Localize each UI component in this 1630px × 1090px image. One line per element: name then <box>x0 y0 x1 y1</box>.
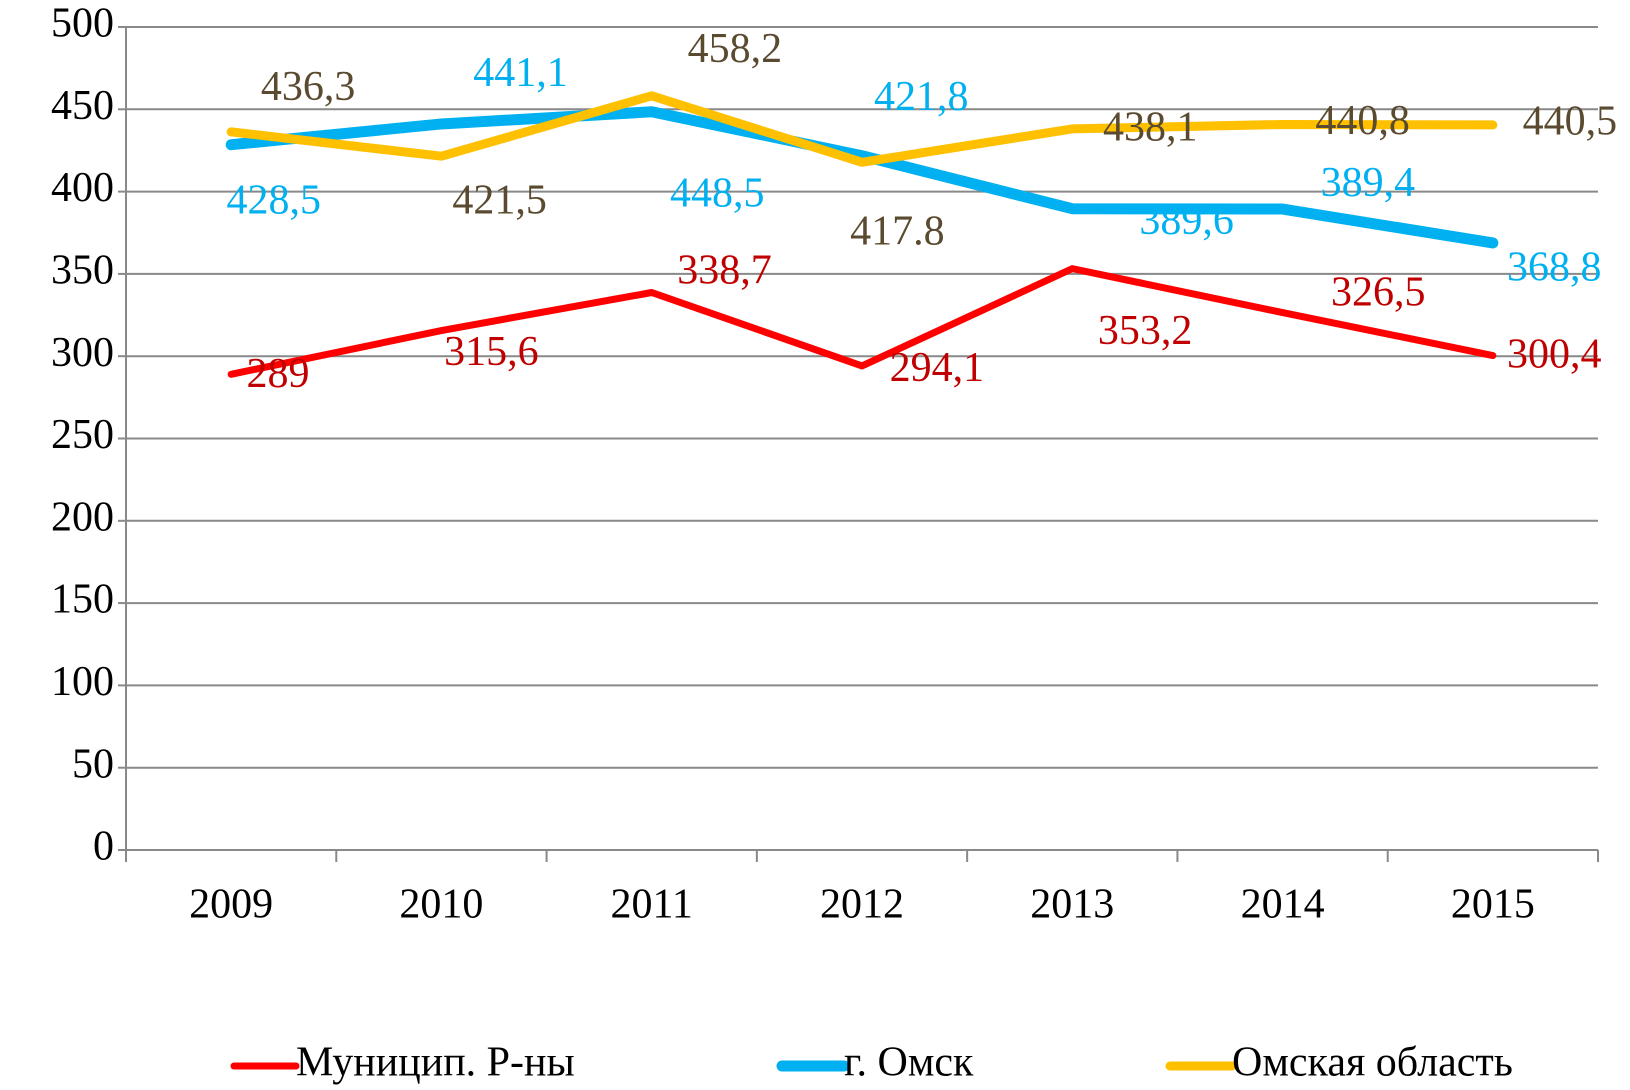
x-tick-label: 2014 <box>1241 882 1325 928</box>
data-label: 315,6 <box>444 329 539 375</box>
data-label: 428,5 <box>227 178 322 224</box>
y-tick-label: 200 <box>51 494 114 540</box>
y-tick-label: 400 <box>51 165 114 211</box>
legend-label: Омская область <box>1232 1040 1513 1086</box>
data-label: 338,7 <box>677 247 772 293</box>
y-tick-label: 100 <box>51 659 114 705</box>
y-tick-label: 150 <box>51 577 114 623</box>
series-line <box>227 265 1497 378</box>
data-label: 436,3 <box>261 64 356 110</box>
data-label: 421,8 <box>874 74 969 120</box>
data-label: 421,5 <box>452 178 547 224</box>
data-label: 441,1 <box>473 50 568 96</box>
series-line <box>225 106 1499 249</box>
y-tick-label: 300 <box>51 330 114 376</box>
data-label: 326,5 <box>1331 270 1426 316</box>
y-tick-label: 500 <box>51 1 114 47</box>
data-label: 368,8 <box>1507 245 1602 291</box>
x-tick-label: 2012 <box>820 882 904 928</box>
data-label: 438,1 <box>1103 105 1198 151</box>
data-label: 440,5 <box>1523 99 1618 145</box>
x-tick-label: 2010 <box>399 882 483 928</box>
data-label: 440,8 <box>1315 98 1410 144</box>
data-label: 448,5 <box>670 171 765 217</box>
y-tick-label: 250 <box>51 412 114 458</box>
x-tick-label: 2015 <box>1451 882 1535 928</box>
data-label: 389,6 <box>1139 198 1234 244</box>
y-tick-label: 0 <box>93 824 114 870</box>
x-tick-label: 2009 <box>189 882 273 928</box>
x-tick-label: 2013 <box>1030 882 1114 928</box>
data-label: 417.8 <box>850 209 945 255</box>
data-label: 458,2 <box>688 26 783 72</box>
y-tick-label: 450 <box>51 83 114 129</box>
data-label: 289 <box>246 351 309 397</box>
data-label: 294,1 <box>890 345 985 391</box>
x-tick-label: 2011 <box>610 882 692 928</box>
data-label: 353,2 <box>1098 308 1193 354</box>
y-tick-label: 350 <box>51 248 114 294</box>
legend-label: г. Омск <box>844 1040 974 1086</box>
legend-label: Муницип. Р-ны <box>296 1040 575 1086</box>
y-tick-label: 50 <box>72 741 114 787</box>
data-label: 300,4 <box>1507 331 1602 377</box>
data-label: 389,4 <box>1321 160 1416 206</box>
series-line <box>226 91 1498 167</box>
